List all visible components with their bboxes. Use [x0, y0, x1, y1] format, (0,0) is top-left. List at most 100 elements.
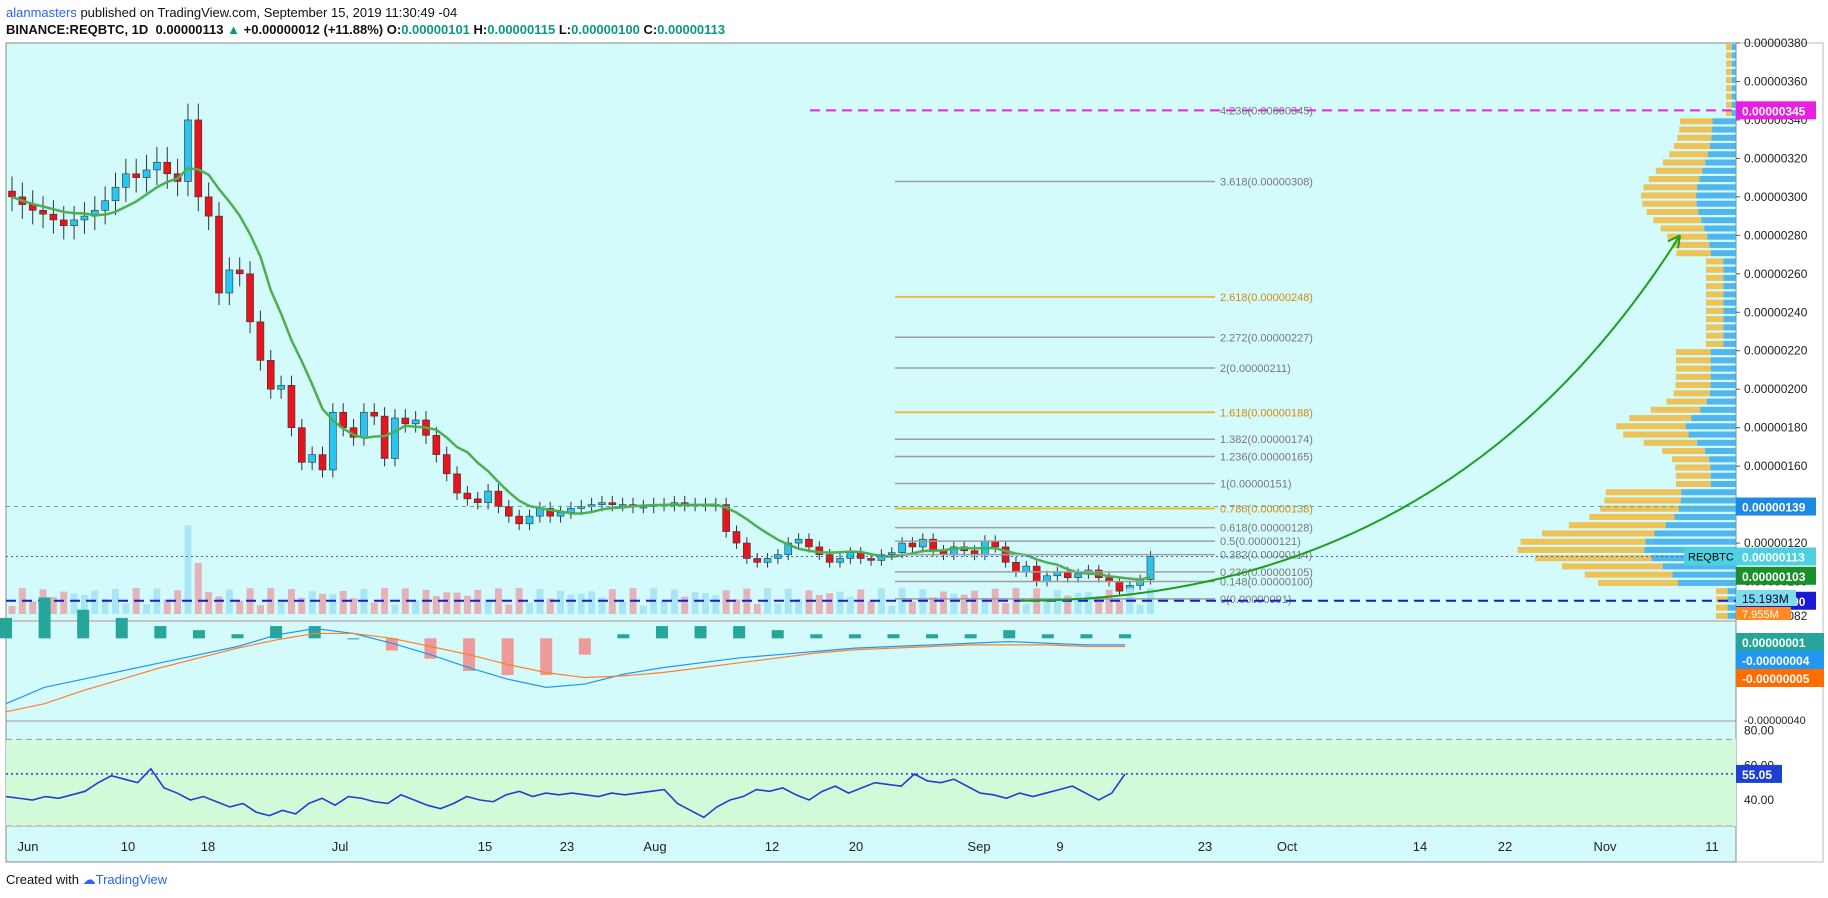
volume-bar — [619, 601, 627, 614]
volume-profile-bar — [1604, 497, 1681, 504]
price-label: 0.00000103 — [1742, 570, 1806, 584]
fib-level-label: 2(0.00000211) — [1220, 363, 1291, 375]
volume-profile-bar — [1541, 530, 1655, 537]
candle-body — [546, 508, 555, 517]
candle-body — [1043, 575, 1051, 582]
close-value: 0.00000113 — [657, 22, 726, 37]
volume-profile-bar — [1709, 143, 1736, 150]
volume-bar — [1115, 600, 1123, 614]
high-label: H: — [473, 22, 488, 37]
candle-body — [794, 538, 803, 544]
volume-bar — [350, 598, 358, 614]
candle-body — [898, 542, 906, 553]
price-label: 0.00000345 — [1742, 104, 1806, 118]
time-tick-label: Nov — [1593, 839, 1617, 854]
volume-profile-bar — [1711, 134, 1736, 141]
time-tick-label: 23 — [560, 839, 574, 854]
volume-profile-bar — [1731, 68, 1736, 75]
time-tick-label: Jul — [332, 839, 349, 854]
fib-level-label: 1.236(0.00000165) — [1220, 452, 1313, 464]
volume-bar — [1084, 592, 1092, 614]
volume-profile-bar — [1675, 365, 1711, 372]
volume-bar — [60, 591, 68, 614]
macd-histogram-bar — [617, 634, 630, 639]
price-tick-label: 0.00000240 — [1744, 305, 1808, 319]
volume-profile-bar — [1726, 68, 1732, 75]
volume-bar — [339, 590, 347, 614]
rsi-line — [5, 767, 1126, 819]
volume-profile-bar — [1726, 52, 1732, 59]
candle-body — [1146, 556, 1155, 580]
candle-body — [266, 360, 275, 390]
volume-bar — [101, 598, 109, 614]
candle-body — [80, 215, 89, 221]
price-tick-label: 0.00000200 — [1744, 382, 1808, 396]
fib-level-label: 0.618(0.00000128) — [1220, 523, 1313, 535]
volume-bar — [546, 598, 554, 614]
macd-histogram-bar — [347, 638, 360, 640]
candle-body — [256, 321, 265, 361]
volume-profile-bar — [1696, 192, 1736, 199]
volume-bar — [722, 590, 730, 614]
volume-bar — [277, 602, 285, 614]
volume-profile-bar — [1723, 291, 1736, 298]
macd-histogram-bar — [887, 634, 900, 639]
candle-body — [453, 473, 461, 494]
macd-label-bg — [1736, 669, 1824, 687]
fib-level-label: 0.786(0.00000138) — [1220, 503, 1313, 515]
volume-bar — [908, 601, 916, 614]
volume-profile-bar — [1727, 612, 1736, 619]
time-tick-label: Aug — [643, 839, 666, 854]
author-link[interactable]: alanmasters — [6, 5, 77, 20]
candle-body — [784, 542, 793, 555]
volume-bar — [370, 602, 378, 614]
volume-profile-bar — [1675, 357, 1711, 364]
macd-histogram-bar — [385, 638, 398, 651]
candle-body — [722, 504, 730, 532]
volume-profile-bar — [1678, 579, 1736, 586]
time-tick-label: 9 — [1056, 839, 1063, 854]
arrow-head-icon — [1667, 234, 1681, 249]
volume-profile-bar — [1706, 398, 1736, 405]
time-tick-label: Jun — [18, 839, 39, 854]
volume-profile-bar — [1643, 184, 1698, 191]
volume-profile-bar — [1680, 497, 1736, 504]
high-value: 0.00000115 — [487, 22, 556, 37]
macd-histogram-bar — [771, 630, 784, 639]
tradingview-link[interactable]: TradingView — [95, 872, 168, 887]
volume-profile-bar — [1667, 233, 1708, 240]
candle-body — [577, 506, 586, 509]
volume-profile-bar — [1676, 250, 1711, 257]
volume-bar — [784, 588, 792, 614]
volume-profile-bar — [1680, 118, 1713, 125]
time-tick-label: 12 — [765, 839, 779, 854]
candle-body — [618, 504, 627, 507]
volume-bar — [391, 604, 399, 614]
volume-profile-bar — [1696, 200, 1736, 207]
volume-bar — [432, 596, 440, 614]
macd-histogram-bar — [1080, 634, 1093, 639]
macd-histogram-bar — [77, 609, 90, 639]
candle-body — [329, 411, 337, 471]
volume-profile-bar — [1662, 448, 1706, 455]
volume-profile-bar — [1669, 151, 1708, 158]
fib-level-label: 3.618(0.00000308) — [1220, 176, 1313, 188]
symbol-name[interactable]: BINANCE:REQBTC, 1D — [6, 22, 149, 37]
macd-histogram-bar — [1003, 630, 1016, 639]
price-tick-label: 0.00000280 — [1744, 228, 1808, 242]
candle-body — [484, 490, 492, 503]
volume-profile-bar — [1716, 604, 1728, 611]
fib-level-label: 2.272(0.00000227) — [1220, 332, 1313, 344]
up-triangle-icon: ▲ — [227, 22, 240, 37]
volume-label-bg — [1736, 607, 1791, 620]
low-label: L: — [558, 22, 572, 37]
volume-profile-bar — [1706, 340, 1724, 347]
macd-label-bg — [1736, 651, 1824, 669]
volume-profile-bar — [1727, 596, 1736, 603]
macd-histogram-bar — [578, 638, 591, 655]
candle-body — [442, 454, 451, 475]
volume-profile-bar — [1710, 349, 1736, 356]
candle-body — [39, 210, 47, 215]
candle-body — [297, 427, 306, 463]
